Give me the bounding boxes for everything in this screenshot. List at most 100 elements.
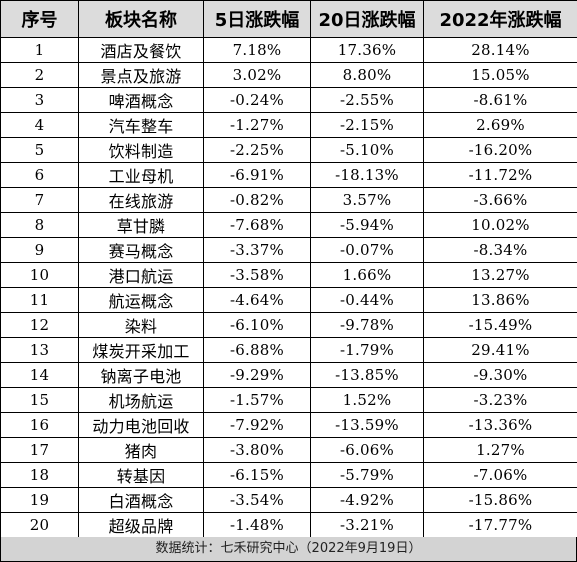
- cell-5day-change: -2.25%: [203, 137, 311, 163]
- cell-index: 18: [0, 462, 79, 488]
- cell-2022-change: 15.05%: [423, 62, 577, 88]
- cell-20day-change: -5.79%: [310, 462, 424, 488]
- table-row: 2 景点及旅游 3.02% 8.80% 15.05%: [0, 62, 577, 88]
- table-row: 7 在线旅游 -0.82% 3.57% -3.66%: [0, 187, 577, 213]
- header-sector-name: 板块名称: [78, 0, 204, 38]
- cell-20day-change: -18.13%: [310, 162, 424, 188]
- cell-2022-change: 13.86%: [423, 287, 577, 313]
- cell-5day-change: 3.02%: [203, 62, 311, 88]
- cell-index: 11: [0, 287, 79, 313]
- cell-sector-name: 机场航运: [78, 387, 204, 413]
- table-row: 19 白酒概念 -3.54% -4.92% -15.86%: [0, 487, 577, 513]
- cell-5day-change: -0.82%: [203, 187, 311, 213]
- cell-index: 7: [0, 187, 79, 213]
- source-footer: 数据统计：七禾研究中心（2022年9月19日）: [0, 537, 577, 562]
- cell-20day-change: -0.07%: [310, 237, 424, 263]
- cell-20day-change: -13.85%: [310, 362, 424, 388]
- table-row: 18 转基因 -6.15% -5.79% -7.06%: [0, 462, 577, 488]
- table-row: 4 汽车整车 -1.27% -2.15% 2.69%: [0, 112, 577, 138]
- cell-index: 1: [0, 37, 79, 63]
- cell-index: 9: [0, 237, 79, 263]
- table-row: 1 酒店及餐饮 7.18% 17.36% 28.14%: [0, 37, 577, 63]
- cell-sector-name: 动力电池回收: [78, 412, 204, 438]
- cell-5day-change: -1.57%: [203, 387, 311, 413]
- cell-sector-name: 港口航运: [78, 262, 204, 288]
- cell-sector-name: 工业母机: [78, 162, 204, 188]
- cell-20day-change: -3.21%: [310, 512, 424, 538]
- table-row: 16 动力电池回收 -7.92% -13.59% -13.36%: [0, 412, 577, 438]
- cell-20day-change: -6.06%: [310, 437, 424, 463]
- cell-sector-name: 赛马概念: [78, 237, 204, 263]
- cell-index: 2: [0, 62, 79, 88]
- cell-index: 6: [0, 162, 79, 188]
- cell-5day-change: -6.15%: [203, 462, 311, 488]
- sector-table: 序号 板块名称 5日涨跌幅 20日涨跌幅 2022年涨跌幅 1 酒店及餐饮 7.18…: [0, 0, 577, 538]
- cell-5day-change: -6.10%: [203, 312, 311, 338]
- header-index: 序号: [0, 0, 79, 38]
- cell-2022-change: -8.61%: [423, 87, 577, 113]
- cell-20day-change: -2.15%: [310, 112, 424, 138]
- cell-2022-change: -9.30%: [423, 362, 577, 388]
- cell-sector-name: 景点及旅游: [78, 62, 204, 88]
- table-row: 9 赛马概念 -3.37% -0.07% -8.34%: [0, 237, 577, 263]
- cell-2022-change: -3.23%: [423, 387, 577, 413]
- cell-20day-change: -13.59%: [310, 412, 424, 438]
- table-row: 20 超级品牌 -1.48% -3.21% -17.77%: [0, 512, 577, 538]
- table-row: 3 啤酒概念 -0.24% -2.55% -8.61%: [0, 87, 577, 113]
- cell-sector-name: 白酒概念: [78, 487, 204, 513]
- cell-sector-name: 航运概念: [78, 287, 204, 313]
- cell-sector-name: 汽车整车: [78, 112, 204, 138]
- cell-20day-change: -5.94%: [310, 212, 424, 238]
- cell-2022-change: -7.06%: [423, 462, 577, 488]
- cell-2022-change: 1.27%: [423, 437, 577, 463]
- table-row: 5 饮料制造 -2.25% -5.10% -16.20%: [0, 137, 577, 163]
- cell-index: 13: [0, 337, 79, 363]
- cell-2022-change: 10.02%: [423, 212, 577, 238]
- cell-5day-change: -7.92%: [203, 412, 311, 438]
- cell-5day-change: -3.80%: [203, 437, 311, 463]
- table-row: 10 港口航运 -3.58% 1.66% 13.27%: [0, 262, 577, 288]
- cell-index: 17: [0, 437, 79, 463]
- cell-sector-name: 超级品牌: [78, 512, 204, 538]
- table-body: 1 酒店及餐饮 7.18% 17.36% 28.14% 2 景点及旅游 3.02% 8.80% 1…: [0, 37, 577, 538]
- cell-2022-change: 2.69%: [423, 112, 577, 138]
- table-row: 17 猪肉 -3.80% -6.06% 1.27%: [0, 437, 577, 463]
- cell-index: 16: [0, 412, 79, 438]
- cell-5day-change: -1.48%: [203, 512, 311, 538]
- cell-5day-change: 7.18%: [203, 37, 311, 63]
- table-row: 11 航运概念 -4.64% -0.44% 13.86%: [0, 287, 577, 313]
- cell-2022-change: -11.72%: [423, 162, 577, 188]
- cell-index: 14: [0, 362, 79, 388]
- cell-5day-change: -4.64%: [203, 287, 311, 313]
- cell-5day-change: -3.58%: [203, 262, 311, 288]
- cell-2022-change: -17.77%: [423, 512, 577, 538]
- cell-20day-change: -2.55%: [310, 87, 424, 113]
- cell-index: 12: [0, 312, 79, 338]
- cell-index: 3: [0, 87, 79, 113]
- cell-20day-change: 17.36%: [310, 37, 424, 63]
- table-row: 13 煤炭开采加工 -6.88% -1.79% 29.41%: [0, 337, 577, 363]
- table-row: 14 钠离子电池 -9.29% -13.85% -9.30%: [0, 362, 577, 388]
- cell-sector-name: 草甘膦: [78, 212, 204, 238]
- cell-20day-change: -9.78%: [310, 312, 424, 338]
- cell-2022-change: -13.36%: [423, 412, 577, 438]
- cell-sector-name: 煤炭开采加工: [78, 337, 204, 363]
- cell-2022-change: -15.86%: [423, 487, 577, 513]
- cell-20day-change: -5.10%: [310, 137, 424, 163]
- cell-sector-name: 饮料制造: [78, 137, 204, 163]
- cell-5day-change: -7.68%: [203, 212, 311, 238]
- cell-2022-change: 13.27%: [423, 262, 577, 288]
- cell-sector-name: 酒店及餐饮: [78, 37, 204, 63]
- cell-index: 5: [0, 137, 79, 163]
- cell-20day-change: -1.79%: [310, 337, 424, 363]
- table-row: 6 工业母机 -6.91% -18.13% -11.72%: [0, 162, 577, 188]
- cell-5day-change: -9.29%: [203, 362, 311, 388]
- cell-sector-name: 啤酒概念: [78, 87, 204, 113]
- cell-20day-change: -0.44%: [310, 287, 424, 313]
- cell-sector-name: 染料: [78, 312, 204, 338]
- header-row: 序号 板块名称 5日涨跌幅 20日涨跌幅 2022年涨跌幅: [0, 0, 577, 38]
- cell-index: 19: [0, 487, 79, 513]
- cell-20day-change: 3.57%: [310, 187, 424, 213]
- cell-20day-change: 1.52%: [310, 387, 424, 413]
- cell-index: 8: [0, 212, 79, 238]
